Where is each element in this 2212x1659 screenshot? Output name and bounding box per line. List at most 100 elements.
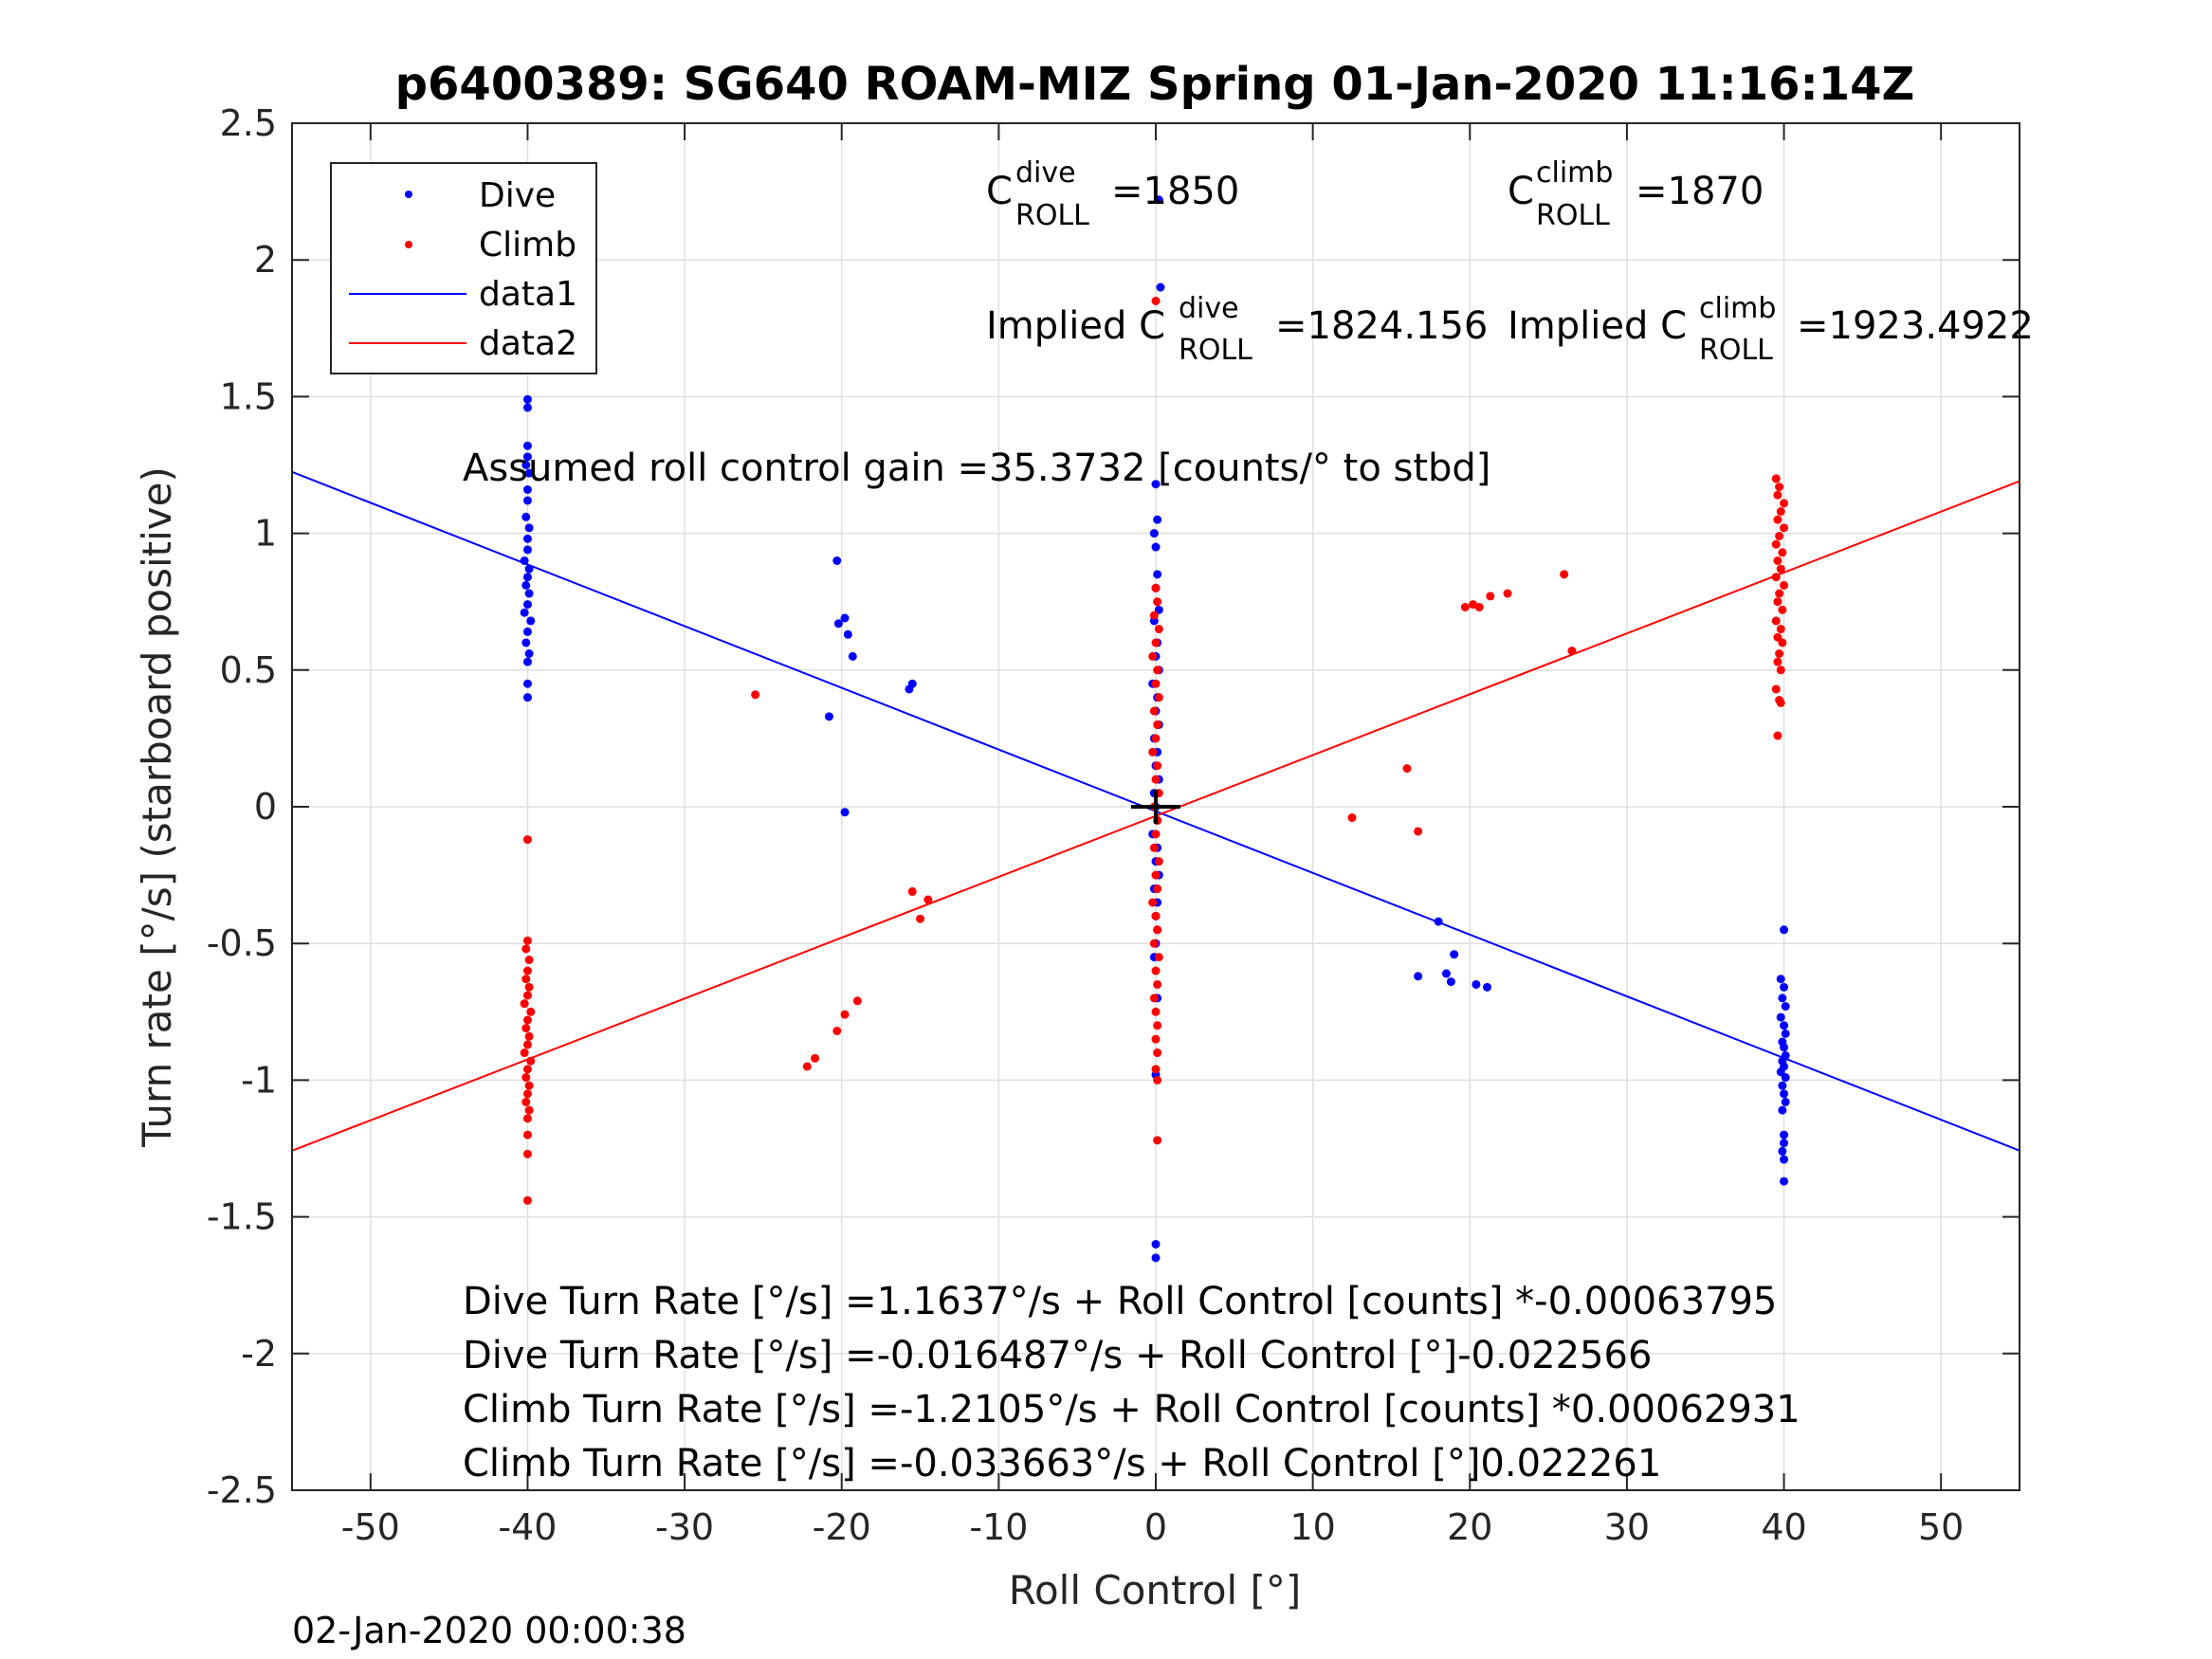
dive-turn-rate-counts-equation: Dive Turn Rate [°/s] =1.1637°/s + Roll C… bbox=[463, 1280, 1777, 1323]
climb-point bbox=[1560, 570, 1569, 579]
climb-point bbox=[1151, 638, 1161, 647]
dive-point bbox=[522, 496, 532, 505]
climb-point bbox=[1151, 1007, 1161, 1016]
y-tick-label: -2.5 bbox=[207, 1469, 277, 1511]
dive-point bbox=[522, 627, 532, 636]
climb-point bbox=[1773, 731, 1782, 740]
climb-point bbox=[1148, 898, 1158, 907]
dive-point bbox=[832, 556, 842, 565]
climb-point bbox=[1778, 605, 1787, 614]
climb-point bbox=[1153, 720, 1162, 729]
climb-point bbox=[852, 996, 862, 1006]
implied-dive-sub: ROLL bbox=[1179, 334, 1252, 367]
x-tick-label: -40 bbox=[498, 1506, 557, 1548]
data-points bbox=[520, 195, 1790, 1263]
dive-point bbox=[1434, 917, 1443, 926]
x-tick-label: 30 bbox=[1604, 1506, 1650, 1548]
dive-point bbox=[1778, 1146, 1787, 1156]
dive-point bbox=[1778, 994, 1787, 1003]
dive-point bbox=[522, 679, 532, 688]
dive-point bbox=[1778, 1105, 1787, 1115]
c-climb-base: C bbox=[1508, 170, 1534, 213]
climb-point bbox=[1773, 597, 1782, 607]
x-tick-label: 10 bbox=[1289, 1506, 1335, 1548]
c-roll-dive-annotation: C dive ROLL =1850 bbox=[986, 156, 1239, 232]
dive-point bbox=[840, 613, 850, 623]
dive-point bbox=[907, 679, 917, 688]
climb-point bbox=[524, 956, 534, 965]
dive-point bbox=[521, 512, 531, 521]
climb-point bbox=[751, 690, 760, 700]
climb-point bbox=[832, 1026, 842, 1035]
climb-point bbox=[522, 1114, 532, 1123]
climb-point bbox=[1460, 602, 1470, 611]
dive-point bbox=[1446, 977, 1455, 987]
climb-point bbox=[1780, 580, 1789, 590]
climb-point bbox=[1773, 490, 1782, 500]
dive-point bbox=[1776, 1012, 1785, 1022]
y-tick-label: -1.5 bbox=[207, 1196, 277, 1238]
climb-point bbox=[1151, 870, 1161, 880]
climb-point bbox=[520, 1048, 529, 1058]
climb-point bbox=[522, 991, 532, 1000]
x-tick-label: -30 bbox=[655, 1506, 714, 1548]
dive-point bbox=[1780, 925, 1789, 935]
legend-climb-marker bbox=[405, 241, 412, 248]
dive-point bbox=[1153, 515, 1162, 524]
climb-point bbox=[1151, 830, 1161, 839]
dive-point bbox=[1414, 972, 1423, 981]
dive-point bbox=[840, 808, 850, 817]
dive-point bbox=[522, 693, 532, 702]
legend: Dive Climb data1 data2 bbox=[330, 162, 597, 374]
dive-point bbox=[522, 573, 532, 582]
climb-point bbox=[1402, 764, 1412, 774]
climb-point bbox=[521, 1073, 531, 1083]
dive-point bbox=[1780, 1139, 1789, 1148]
implied-climb-value: =1923.4922 bbox=[1797, 304, 2034, 348]
climb-point bbox=[522, 1040, 532, 1049]
implied-climb-sub: ROLL bbox=[1699, 334, 1773, 367]
dive-point bbox=[848, 651, 857, 661]
dive-point bbox=[522, 441, 532, 450]
c-climb-sup: climb bbox=[1536, 156, 1613, 190]
dive-point bbox=[522, 452, 532, 462]
climb-point bbox=[1151, 1065, 1161, 1074]
dive-point bbox=[521, 461, 531, 469]
implied-c-roll-dive-annotation: Implied C dive ROLL =1824.156 bbox=[986, 292, 1488, 367]
climb-point bbox=[521, 944, 531, 954]
climb-point bbox=[1771, 616, 1781, 626]
dive-point bbox=[1780, 1043, 1789, 1052]
climb-point bbox=[1154, 625, 1163, 634]
climb-point bbox=[1153, 1075, 1162, 1085]
climb-point bbox=[1776, 665, 1785, 675]
climb-point bbox=[1149, 611, 1159, 620]
y-tick-label: 2.5 bbox=[220, 102, 277, 144]
dive-point bbox=[1780, 982, 1789, 992]
climb-point bbox=[1780, 523, 1789, 533]
implied-dive-sup: dive bbox=[1179, 292, 1239, 325]
dive-point bbox=[1156, 283, 1165, 292]
dive-point bbox=[1781, 1002, 1790, 1012]
climb-point bbox=[1771, 539, 1781, 549]
y-tick-label: 0 bbox=[254, 786, 277, 828]
climb-point bbox=[524, 1081, 534, 1090]
climb-point bbox=[1780, 499, 1789, 508]
dive-point bbox=[524, 648, 534, 658]
climb-point bbox=[522, 966, 532, 975]
climb-point bbox=[524, 982, 534, 992]
climb-point bbox=[522, 1195, 532, 1205]
roll-gain-annotation: Assumed roll control gain =35.3732 [coun… bbox=[463, 447, 1490, 490]
climb-point bbox=[1151, 1034, 1161, 1044]
dive-point bbox=[1781, 1073, 1790, 1083]
climb-point bbox=[1474, 602, 1484, 611]
climb-point bbox=[1154, 953, 1163, 962]
climb-point bbox=[1149, 994, 1159, 1003]
climb-point bbox=[1771, 684, 1781, 694]
climb-point bbox=[520, 999, 529, 1009]
y-axis-ticks: 2.5 2 1.5 1 0.5 0 -0.5 -1 -1.5 -2 -2.5 bbox=[207, 102, 2020, 1511]
dive-point bbox=[1780, 1176, 1789, 1186]
dive-point bbox=[1450, 950, 1459, 959]
dive-point bbox=[526, 616, 536, 626]
dive-point bbox=[833, 619, 843, 629]
x-tick-label: 0 bbox=[1144, 1506, 1167, 1548]
